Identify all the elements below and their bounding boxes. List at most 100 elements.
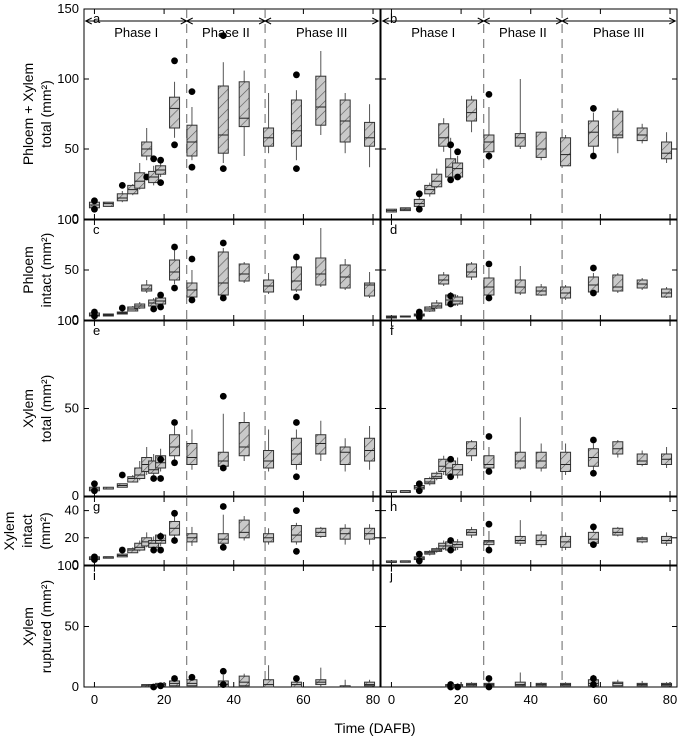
outlier-point xyxy=(485,260,493,268)
box-plot-72 xyxy=(636,536,648,544)
y-axis-label: Xylem xyxy=(1,512,17,551)
box-iqr xyxy=(290,525,302,543)
box-plot-58 xyxy=(587,674,599,688)
box-plot-15 xyxy=(141,280,153,293)
outlier-point xyxy=(454,173,462,181)
y-tick-label: 0 xyxy=(72,211,79,226)
box-plot-43 xyxy=(238,516,250,541)
box-iqr xyxy=(217,85,229,154)
phase-arrowhead xyxy=(185,17,193,25)
box-plot-8 xyxy=(413,550,425,565)
box-iqr xyxy=(238,263,250,282)
outlier-point xyxy=(293,165,300,173)
box-iqr xyxy=(238,675,250,687)
box-iqr xyxy=(169,259,181,281)
box-plot-50 xyxy=(560,532,572,551)
box-iqr xyxy=(127,476,139,483)
panel-frame xyxy=(380,8,678,220)
phase-label: Phase I xyxy=(411,25,455,40)
box-iqr xyxy=(514,535,526,544)
box-iqr xyxy=(238,81,250,128)
box-iqr xyxy=(169,434,181,457)
phase-label: Phase I xyxy=(114,25,158,40)
phase-label: Phase II xyxy=(499,25,547,40)
y-tick-label: 0 xyxy=(72,679,79,694)
box-plot-19 xyxy=(452,683,464,691)
outlier-point xyxy=(590,436,597,444)
phase-label: Phase II xyxy=(202,25,250,40)
box-plot-13 xyxy=(134,540,146,552)
box-plot-72 xyxy=(339,438,351,472)
outlier-point xyxy=(590,152,597,160)
box-plot-19 xyxy=(155,532,167,554)
outlier-point xyxy=(150,475,158,482)
outlier-point xyxy=(590,675,597,682)
y-axis-label: intact (mm²) xyxy=(38,233,54,308)
box-iqr xyxy=(466,99,478,122)
box-iqr xyxy=(514,133,526,147)
panel-letter: j xyxy=(389,568,393,583)
box-iqr xyxy=(636,127,648,142)
panel-frame xyxy=(83,565,381,688)
box-iqr xyxy=(587,120,599,147)
box-plot-58 xyxy=(290,71,302,173)
y-tick-label: 50 xyxy=(65,619,79,634)
box-iqr xyxy=(636,453,648,465)
outlier-point xyxy=(188,255,196,263)
box-iqr xyxy=(217,451,229,467)
phase-arrowhead xyxy=(482,17,490,25)
outlier-point xyxy=(590,523,597,531)
box-iqr xyxy=(514,681,526,687)
box-plot-8 xyxy=(116,304,128,315)
y-axis-label: total (mm²) xyxy=(38,375,54,443)
panel-b: b Phase I Phase II Phase III xyxy=(380,8,678,220)
box-iqr xyxy=(612,681,624,687)
box-plot-65 xyxy=(612,526,624,537)
box-plot-65 xyxy=(315,420,327,461)
outlier-point xyxy=(171,284,178,292)
box-plot-79 xyxy=(661,447,673,468)
box-plot-8 xyxy=(413,480,425,495)
outlier-point xyxy=(219,239,227,247)
box-plot-72 xyxy=(339,524,351,545)
panel-letter: h xyxy=(390,499,397,514)
x-tick-label: 60 xyxy=(593,692,607,707)
box-plot-79 xyxy=(364,426,376,470)
panel-i: 0 50 100 i xyxy=(57,558,381,694)
box-iqr xyxy=(339,446,351,465)
outlier-point xyxy=(171,243,178,251)
box-iqr xyxy=(238,519,250,539)
panel-letter: i xyxy=(93,568,96,583)
box-iqr xyxy=(134,542,146,551)
x-tick-label: 0 xyxy=(388,692,395,707)
box-plot-23 xyxy=(169,57,181,149)
box-plot-65 xyxy=(315,228,327,287)
y-tick-label: 50 xyxy=(65,401,79,416)
box-plot-23 xyxy=(169,509,181,544)
box-iqr xyxy=(134,467,146,479)
box-plot-4 xyxy=(102,556,114,559)
box-iqr xyxy=(431,173,443,188)
outlier-point xyxy=(157,455,165,463)
box-plot-43 xyxy=(238,70,250,156)
box-plot-65 xyxy=(612,108,624,154)
box-iqr xyxy=(661,535,673,544)
box-plot-50 xyxy=(263,528,275,545)
panel-frame xyxy=(83,320,381,497)
outlier-point xyxy=(171,509,178,517)
box-plot-19 xyxy=(155,682,167,690)
y-tick-label: 40 xyxy=(65,503,79,518)
box-iqr xyxy=(424,478,436,485)
box-iqr xyxy=(483,134,495,153)
panel-frame xyxy=(380,496,678,566)
y-tick-label: 100 xyxy=(57,71,79,86)
outlier-point xyxy=(91,487,98,495)
box-plot-65 xyxy=(315,51,327,135)
phase-arrowhead xyxy=(263,17,272,25)
outlier-point xyxy=(415,308,423,316)
box-plot-58 xyxy=(587,523,599,548)
y-axis-label: Xylem xyxy=(20,607,36,646)
box-plot-0 xyxy=(385,490,397,493)
box-iqr xyxy=(636,537,648,543)
outlier-point xyxy=(454,683,462,691)
